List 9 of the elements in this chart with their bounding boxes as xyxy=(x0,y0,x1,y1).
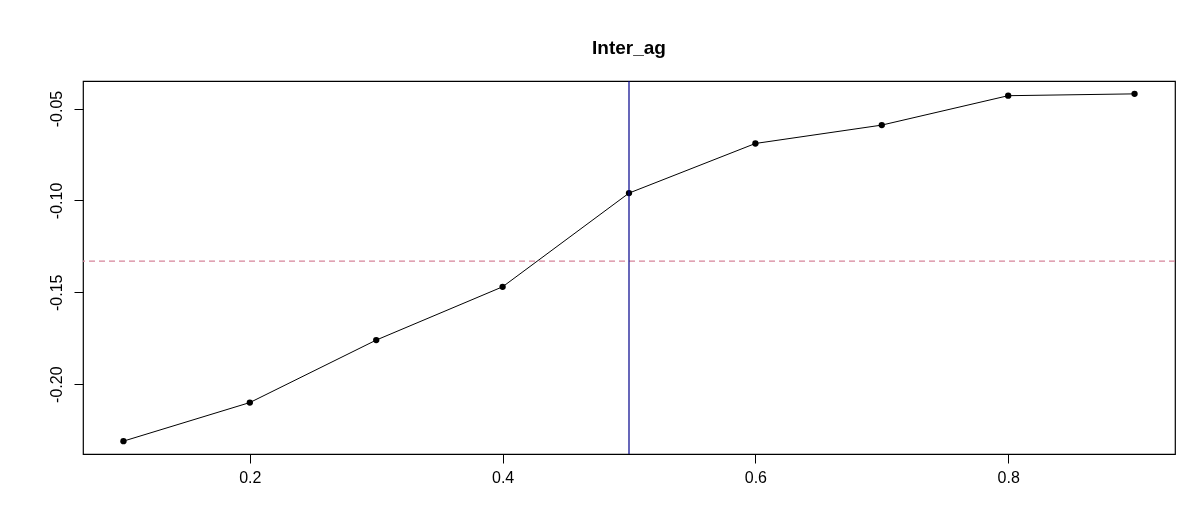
x-tick-label: 0.2 xyxy=(239,468,262,486)
chart-title: Inter_ag xyxy=(592,37,666,59)
y-tick-label: -0.10 xyxy=(47,182,65,220)
y-tick-label: -0.05 xyxy=(47,90,65,128)
y-tick-label: -0.15 xyxy=(47,274,65,312)
x-tick-label: 0.6 xyxy=(744,468,768,486)
y-tick-label: -0.20 xyxy=(47,366,65,403)
x-tick-label: 0.8 xyxy=(997,468,1020,486)
x-tick-label: 0.4 xyxy=(491,468,515,486)
